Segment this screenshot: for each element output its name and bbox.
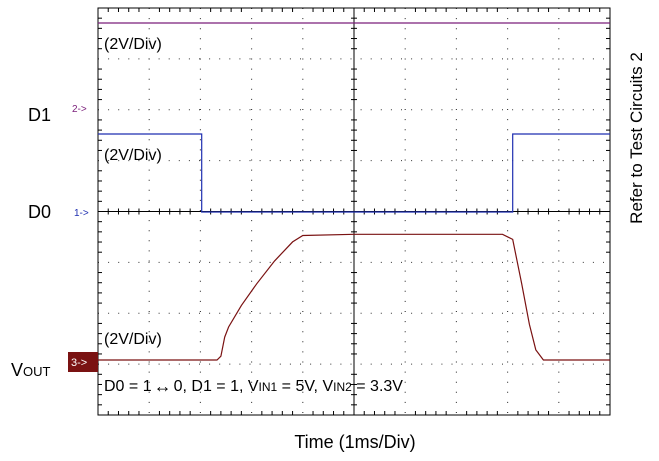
- vout-channel-marker: 3->: [71, 357, 87, 369]
- condition-arrow: ↔: [154, 376, 172, 396]
- vout-label-main: V: [11, 360, 23, 380]
- condition-part-3: = 5V, V: [277, 378, 333, 395]
- side-label: Refer to Test Circuits 2: [627, 52, 646, 224]
- condition-sub-2: IN2: [333, 380, 352, 394]
- d1-scale-label: (2V/Div): [104, 36, 162, 53]
- d0-channel-marker: 1->: [74, 208, 89, 219]
- condition-part-4: = 3.3V: [352, 378, 403, 395]
- x-axis-label: Time (1ms/Div): [294, 432, 415, 452]
- d0-scale-label: (2V/Div): [104, 147, 162, 164]
- grid: [97, 7, 611, 416]
- condition-part-2: 0, D1 = 1, V: [174, 378, 259, 395]
- vout-scale-label: (2V/Div): [104, 331, 162, 348]
- d1-channel-marker: 2->: [72, 104, 87, 115]
- vout-channel-label: VOUT: [11, 360, 51, 380]
- d1-channel-label: D1: [28, 105, 51, 125]
- condition-sub-1: IN1: [259, 380, 278, 394]
- trace-vout: [98, 233, 610, 361]
- vout-label-sub: OUT: [23, 364, 51, 379]
- trace-d0: [98, 133, 610, 213]
- condition-text: D0 = 1 ↔ 0, D1 = 1, VIN1 = 5V, VIN2 = 3.3V: [104, 376, 403, 396]
- condition-part-1: D0 = 1: [104, 378, 152, 395]
- d0-channel-label: D0: [28, 202, 51, 222]
- traces: [98, 22, 610, 361]
- vout-marker-box: [68, 352, 98, 372]
